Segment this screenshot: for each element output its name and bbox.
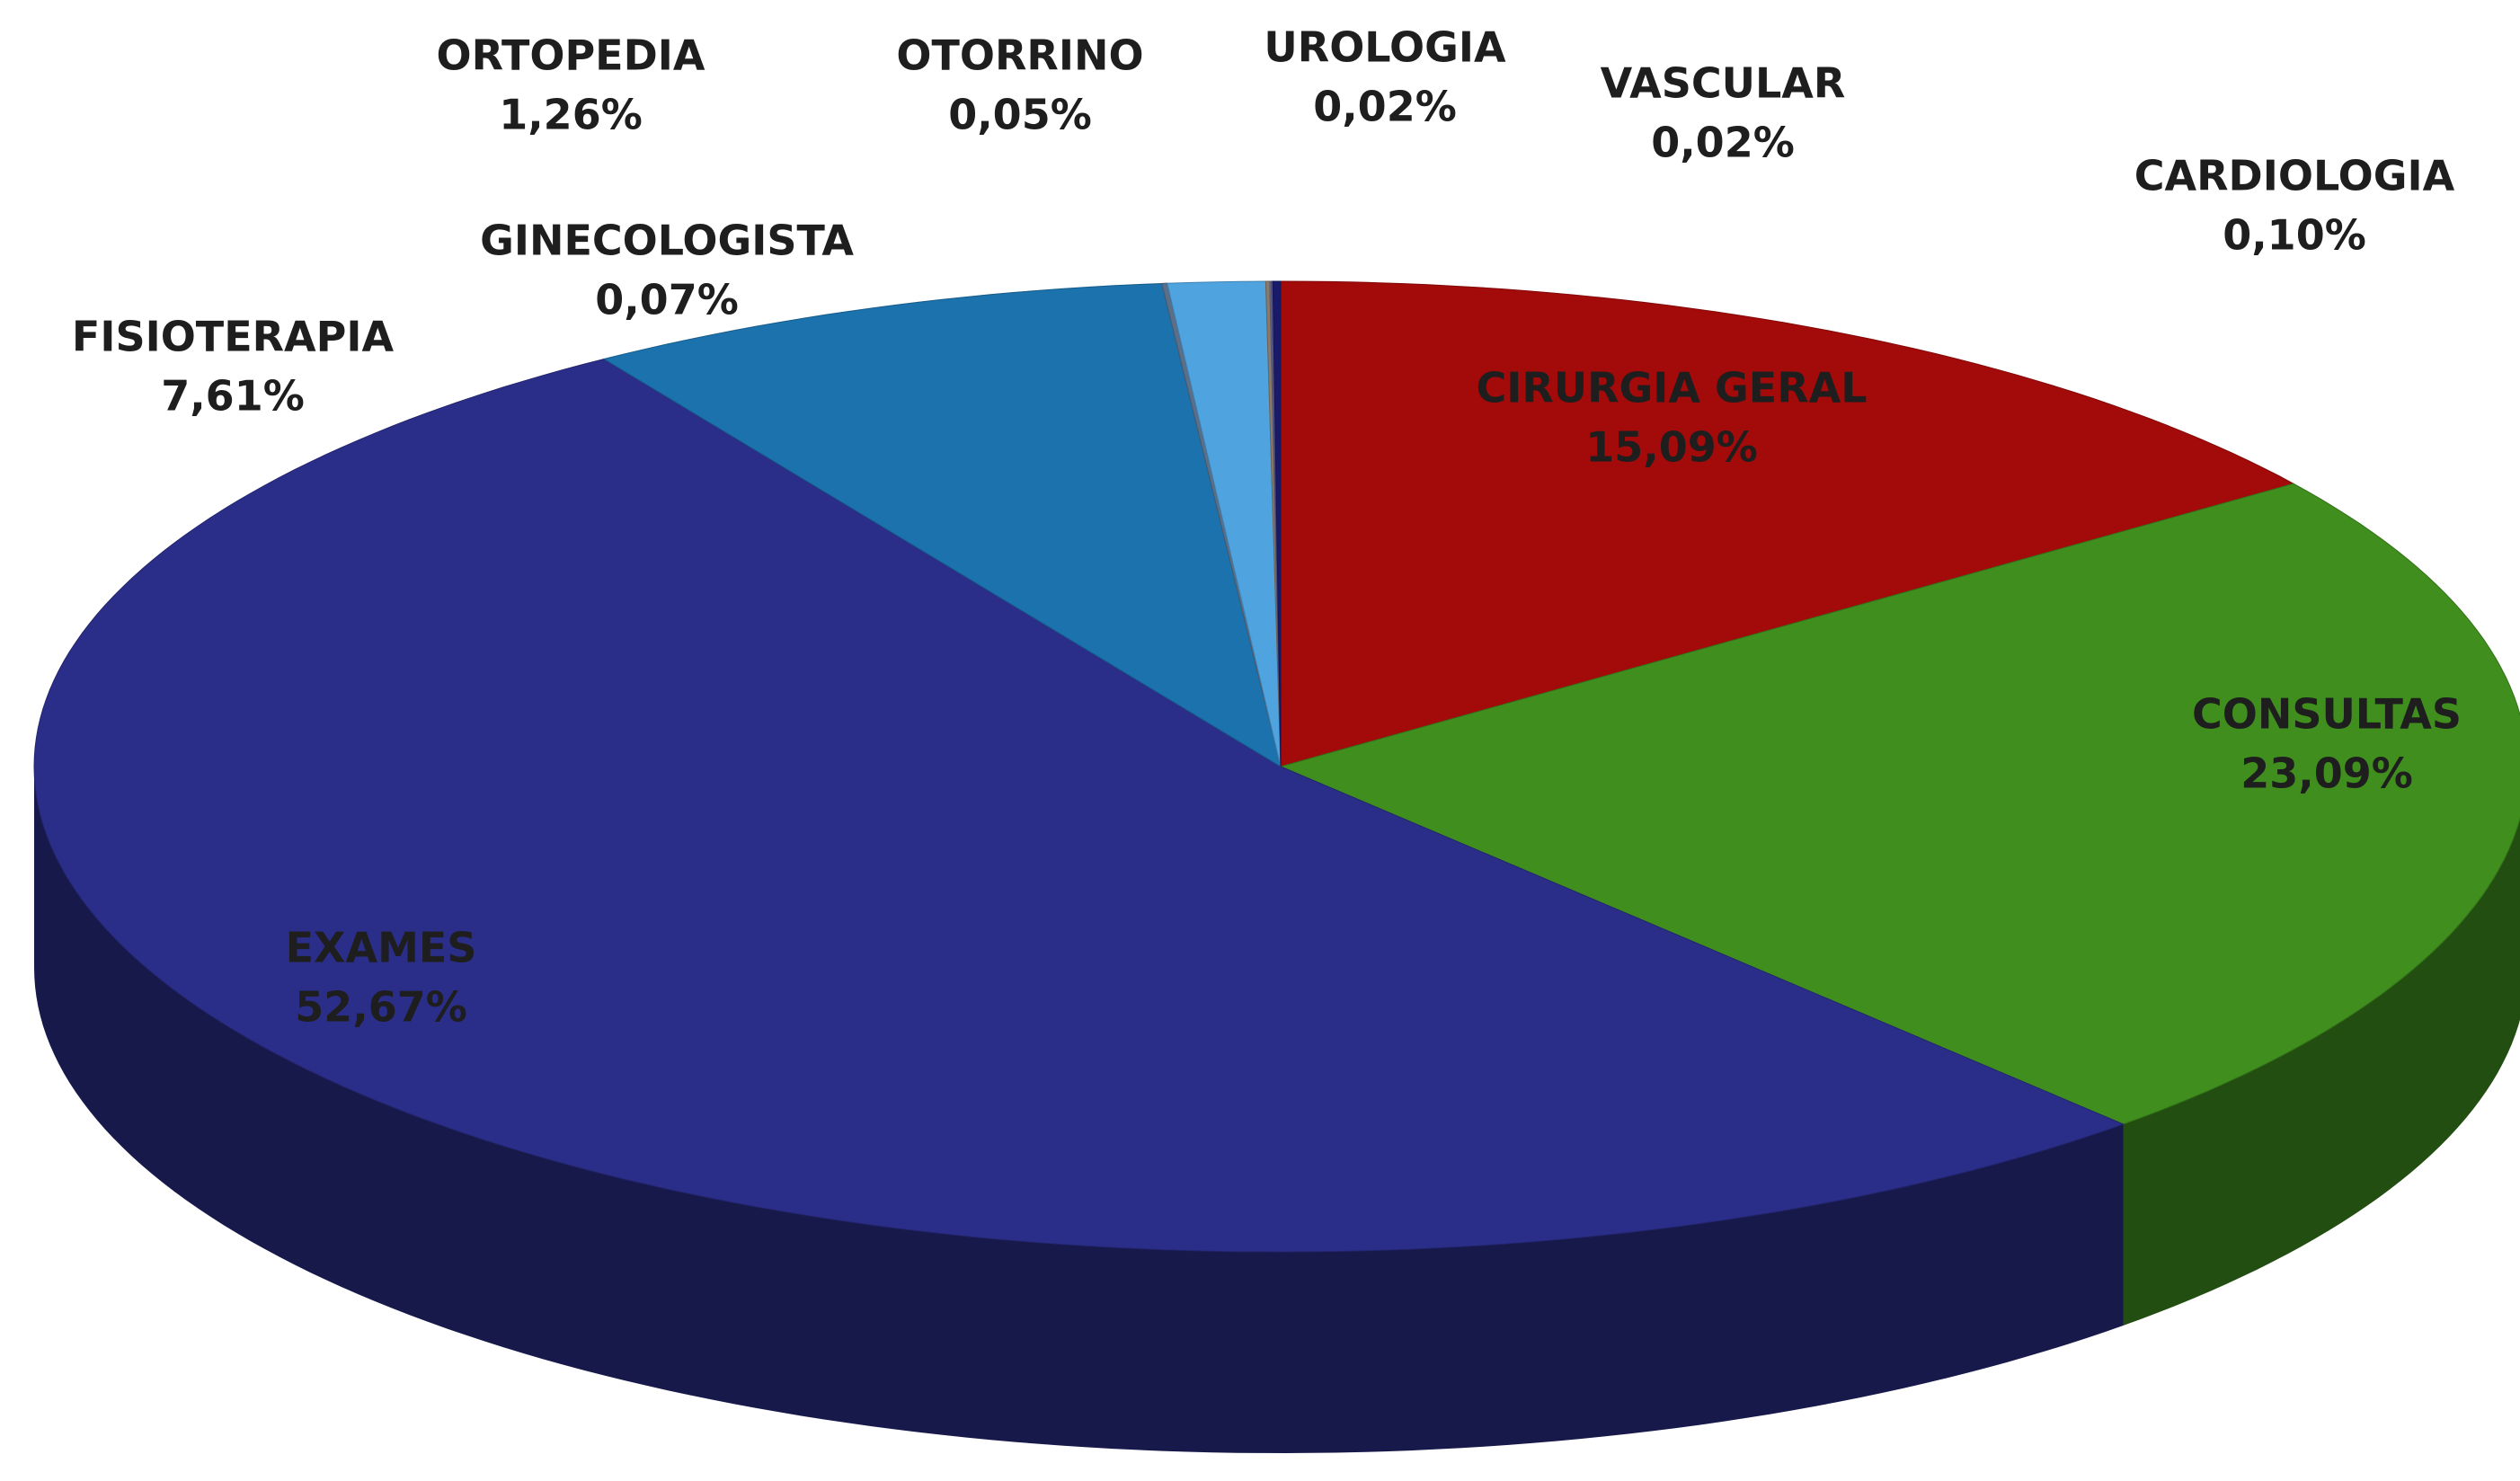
slice-label-value: 0,02% xyxy=(1651,119,1795,167)
slice-label-name: CARDIOLOGIA xyxy=(2134,152,2455,200)
slice-label-value: 15,09% xyxy=(1585,423,1758,472)
slice xyxy=(1279,483,2520,1125)
slice-label-value: 0,02% xyxy=(1313,83,1457,131)
slice-label-value: 7,61% xyxy=(161,372,305,421)
slice-label-name: CIRURGIA GERAL xyxy=(1476,364,1867,412)
slice-label-name: OTORRINO xyxy=(896,31,1143,80)
slice-label-value: 0,07% xyxy=(595,276,739,324)
slice-side xyxy=(34,767,2124,1453)
slice xyxy=(1272,280,1282,767)
slice xyxy=(33,358,2125,1253)
slice-label-name: VASCULAR xyxy=(1601,59,1846,108)
slice-label-value: 0,10% xyxy=(2223,211,2366,260)
slice-label-name: EXAMES xyxy=(286,924,477,972)
slice-label-name: CONSULTAS xyxy=(2192,690,2462,739)
slice-label-value: 23,09% xyxy=(2240,749,2413,798)
slice-label-name: UROLOGIA xyxy=(1264,23,1506,72)
slice xyxy=(602,282,1282,768)
slice-label-value: 52,67% xyxy=(295,983,467,1032)
slice-side xyxy=(2123,818,2520,1326)
slice-label-value: 1,26% xyxy=(499,91,643,139)
slice xyxy=(1280,280,2295,767)
slice-label-name: FISIOTERAPIA xyxy=(72,313,395,361)
slice-label-name: GINECOLOGISTA xyxy=(480,217,854,265)
slice-label-value: 0,05% xyxy=(948,91,1092,139)
slice-label-name: ORTOPEDIA xyxy=(437,31,705,80)
